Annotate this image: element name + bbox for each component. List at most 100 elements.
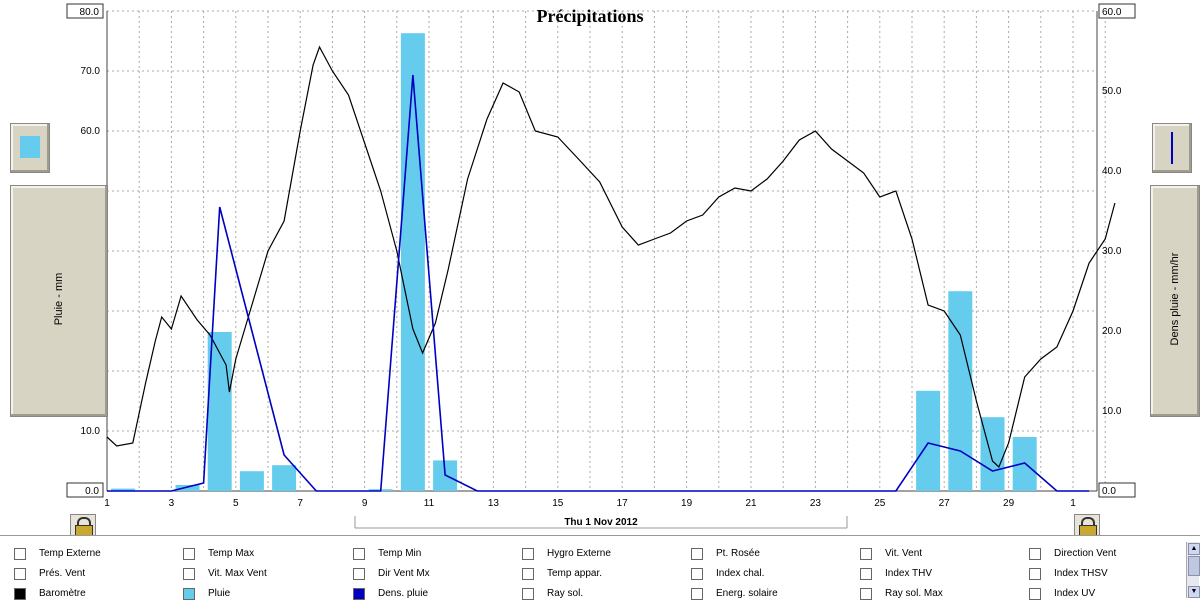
dens-pluie-swatch — [1171, 132, 1173, 164]
x-tick-label: 17 — [617, 498, 629, 509]
legend-label: Ray sol. Max — [885, 588, 943, 599]
x-tick-label: 27 — [939, 498, 951, 509]
x-tick-label: 29 — [1003, 498, 1015, 509]
scroll-down-icon[interactable]: ▼ — [1188, 586, 1200, 598]
pluie-bar — [239, 471, 264, 491]
legend-label: Index chal. — [716, 568, 765, 579]
pluie-bar — [175, 485, 200, 491]
scroll-thumb[interactable] — [1188, 556, 1200, 576]
legend-label: Ray sol. — [547, 588, 584, 599]
legend-checkbox[interactable] — [522, 548, 534, 560]
left-axis-label-button[interactable]: Pluie - mm — [10, 185, 108, 417]
left-tick-label: 0.0 — [85, 486, 99, 497]
left-max-box — [66, 3, 104, 19]
chart-area: 0.0 10.0 20.0 30.0 40.0 50.0 60.0 70.0 80.0 0.0 10… — [0, 0, 1200, 535]
legend-checkbox[interactable] — [860, 548, 872, 560]
x-tick-label: 5 — [233, 498, 239, 509]
pluie-bar — [207, 332, 232, 491]
left-tick-label: 70.0 — [81, 66, 101, 77]
right-tick-label: 0.0 — [1102, 486, 1116, 497]
right-tick-label: 50.0 — [1102, 86, 1122, 97]
right-tick-label: 20.0 — [1102, 326, 1122, 337]
legend-checkbox[interactable] — [353, 568, 365, 580]
scroll-up-icon[interactable]: ▲ — [1188, 543, 1200, 555]
legend-label: Vit. Max Vent — [208, 568, 267, 579]
x-tick-label: 23 — [810, 498, 822, 509]
pluie-bar — [948, 291, 973, 491]
legend-label: Temp Max — [208, 548, 255, 559]
left-axis-label: Pluie - mm — [53, 272, 65, 326]
right-axis-label: Dens pluie - mm/hr — [1169, 252, 1181, 346]
legend-label: Energ. solaire — [716, 588, 778, 599]
x-tick-label: 9 — [362, 498, 368, 509]
legend-checkbox[interactable] — [183, 568, 195, 580]
left-tick-label: 80.0 — [80, 7, 100, 18]
left-series-swatch-button[interactable] — [10, 123, 50, 173]
x-tick-label: 1 — [104, 498, 110, 509]
legend-scrollbar[interactable]: ▲ ▼ — [1186, 542, 1200, 598]
legend-checkbox[interactable] — [522, 588, 534, 600]
legend-checkbox[interactable] — [14, 568, 26, 580]
dens-pluie-line — [107, 74, 1090, 492]
chart-svg: 0.0 10.0 20.0 30.0 40.0 50.0 60.0 70.0 80.0 0.0 10… — [66, 3, 1136, 529]
legend-label: Direction Vent — [1054, 548, 1117, 559]
pluie-bar — [111, 488, 136, 491]
right-tick-label: 60.0 — [1102, 7, 1122, 18]
legend-checkbox[interactable] — [1029, 548, 1041, 560]
left-tick-label: 10.0 — [81, 426, 101, 437]
pluie-bar — [272, 465, 297, 491]
right-tick-label: 30.0 — [1102, 246, 1122, 257]
legend-checkbox[interactable] — [353, 548, 365, 560]
legend-checkbox[interactable] — [860, 568, 872, 580]
x-tick-label: 11 — [424, 498, 435, 509]
x-tick-label: 25 — [874, 498, 886, 509]
left-min-box — [66, 482, 104, 498]
right-max-box — [1098, 3, 1136, 19]
barometre-line — [106, 45, 1116, 469]
legend-checkbox[interactable] — [1029, 568, 1041, 580]
legend-checkbox[interactable] — [183, 548, 195, 560]
legend-checkbox[interactable] — [1029, 588, 1041, 600]
series-legend: Temp Externe Temp Max Temp Min Hygro Extern… — [0, 535, 1200, 601]
x-tick-label: 3 — [169, 498, 175, 509]
legend-checkbox[interactable] — [691, 568, 703, 580]
legend-checkbox[interactable] — [522, 568, 534, 580]
legend-label: Hygro Externe — [547, 548, 611, 559]
date-label: Thu 1 Nov 2012 — [564, 517, 638, 528]
legend-checkbox[interactable] — [14, 588, 26, 600]
right-axis-label-button[interactable]: Dens pluie - mm/hr — [1150, 185, 1200, 417]
right-tick-label: 40.0 — [1102, 166, 1122, 177]
legend-label: Baromètre — [39, 588, 86, 599]
legend-label: Pt. Rosée — [716, 548, 760, 559]
pluie-swatch — [20, 136, 40, 158]
x-tick-label: 21 — [745, 498, 757, 509]
legend-label: Temp Min — [378, 548, 422, 559]
legend-label: Prés. Vent — [39, 568, 86, 579]
x-tick-label: 19 — [681, 498, 693, 509]
legend-checkbox[interactable] — [353, 588, 365, 600]
legend-checkbox[interactable] — [860, 588, 872, 600]
legend-label: Index THV — [885, 568, 933, 579]
right-tick-label: 10.0 — [1102, 406, 1122, 417]
legend-label: Pluie — [208, 588, 231, 599]
right-series-swatch-button[interactable] — [1152, 123, 1192, 173]
x-tick-label: 1 — [1070, 498, 1076, 509]
legend-label: Index THSV — [1054, 568, 1108, 579]
legend-label: Index UV — [1054, 588, 1096, 599]
x-tick-label: 13 — [488, 498, 500, 509]
legend-label: Vit. Vent — [885, 548, 923, 559]
legend-checkbox[interactable] — [691, 548, 703, 560]
x-tick-label: 7 — [297, 498, 303, 509]
right-min-box — [1098, 482, 1136, 498]
legend-label: Temp Externe — [39, 548, 101, 559]
legend-checkbox[interactable] — [183, 588, 195, 600]
legend-label: Dens. pluie — [378, 588, 429, 599]
chart-title: Précipitations — [537, 6, 644, 26]
legend-checkbox[interactable] — [14, 548, 26, 560]
pluie-bar — [916, 390, 941, 491]
pluie-bar — [400, 33, 425, 491]
x-tick-label: 15 — [552, 498, 564, 509]
legend-checkbox[interactable] — [691, 588, 703, 600]
legend-label: Temp appar. — [547, 568, 603, 579]
left-tick-label: 60.0 — [81, 126, 101, 137]
